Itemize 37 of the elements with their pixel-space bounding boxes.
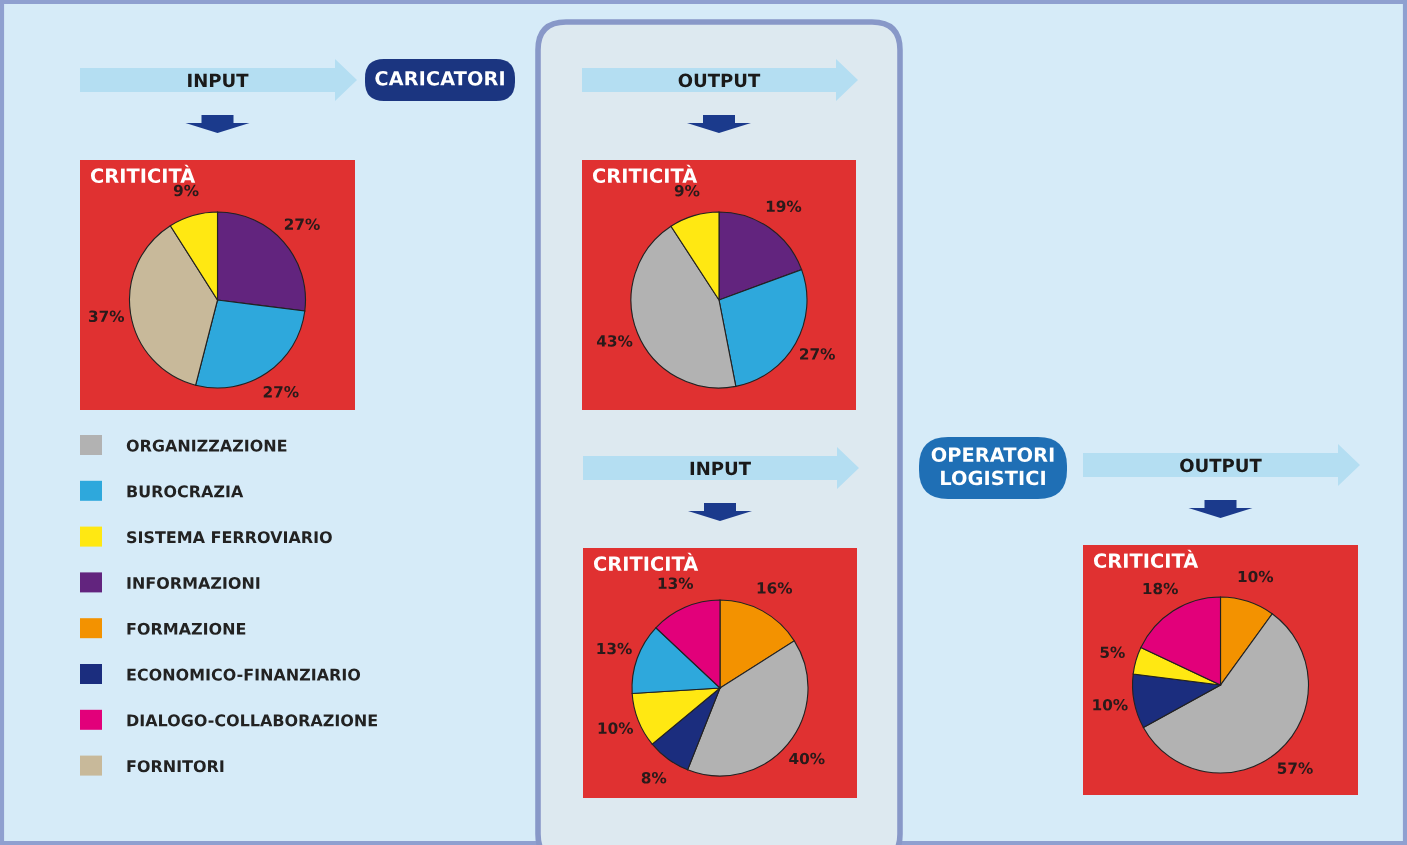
category-label: BUROCRAZIA [127,485,244,498]
chart-title: CRITICITÀ [1093,549,1199,569]
data-label: 27% [800,348,835,360]
data-label: 8% [641,772,667,784]
data-label: 5% [1100,646,1125,659]
text: OPERATORI LOGISTICI [931,447,1054,486]
data-label: 10% [598,722,634,734]
data-label: 40% [789,752,825,765]
data-label: 19% [766,200,802,213]
data-label: 16% [757,582,793,594]
category-label: DIALOGO-COLLABORAZIONE [127,714,377,727]
chart-title: CRITICITÀ [592,164,698,184]
category-label: FORMAZIONE [127,622,246,635]
data-label: 18% [1143,582,1178,595]
category-label: FORNITORI [127,760,224,773]
chart-subtitle: OUTPUT [678,73,761,88]
chart-subtitle: INPUT [188,73,249,88]
data-label: 57% [1277,762,1313,774]
data-label: 37% [88,310,125,323]
category-label: ECONOMICO-FINANZIARIO [127,668,361,681]
data-label: 9% [173,184,199,197]
data-label: 9% [674,184,700,197]
data-label: 13% [597,642,632,655]
data-label: 43% [597,335,633,347]
data-label: 27% [284,218,320,230]
text: CARICATORI [375,70,504,86]
chart-subtitle: OUTPUT [1180,458,1262,473]
data-label: 10% [1238,570,1274,583]
data-label: 10% [1093,698,1128,711]
category-label: INFORMAZIONI [127,576,260,590]
category-label: SISTEMA FERROVIARIO [127,531,332,544]
chart-subtitle: INPUT [690,461,751,476]
chart-title: CRITICITÀ [90,164,196,184]
category-label: ORGANIZZAZIONE [126,439,287,452]
data-label: 27% [263,386,299,398]
data-label: 13% [658,577,694,590]
chart-title: CRITICITÀ [593,552,699,572]
